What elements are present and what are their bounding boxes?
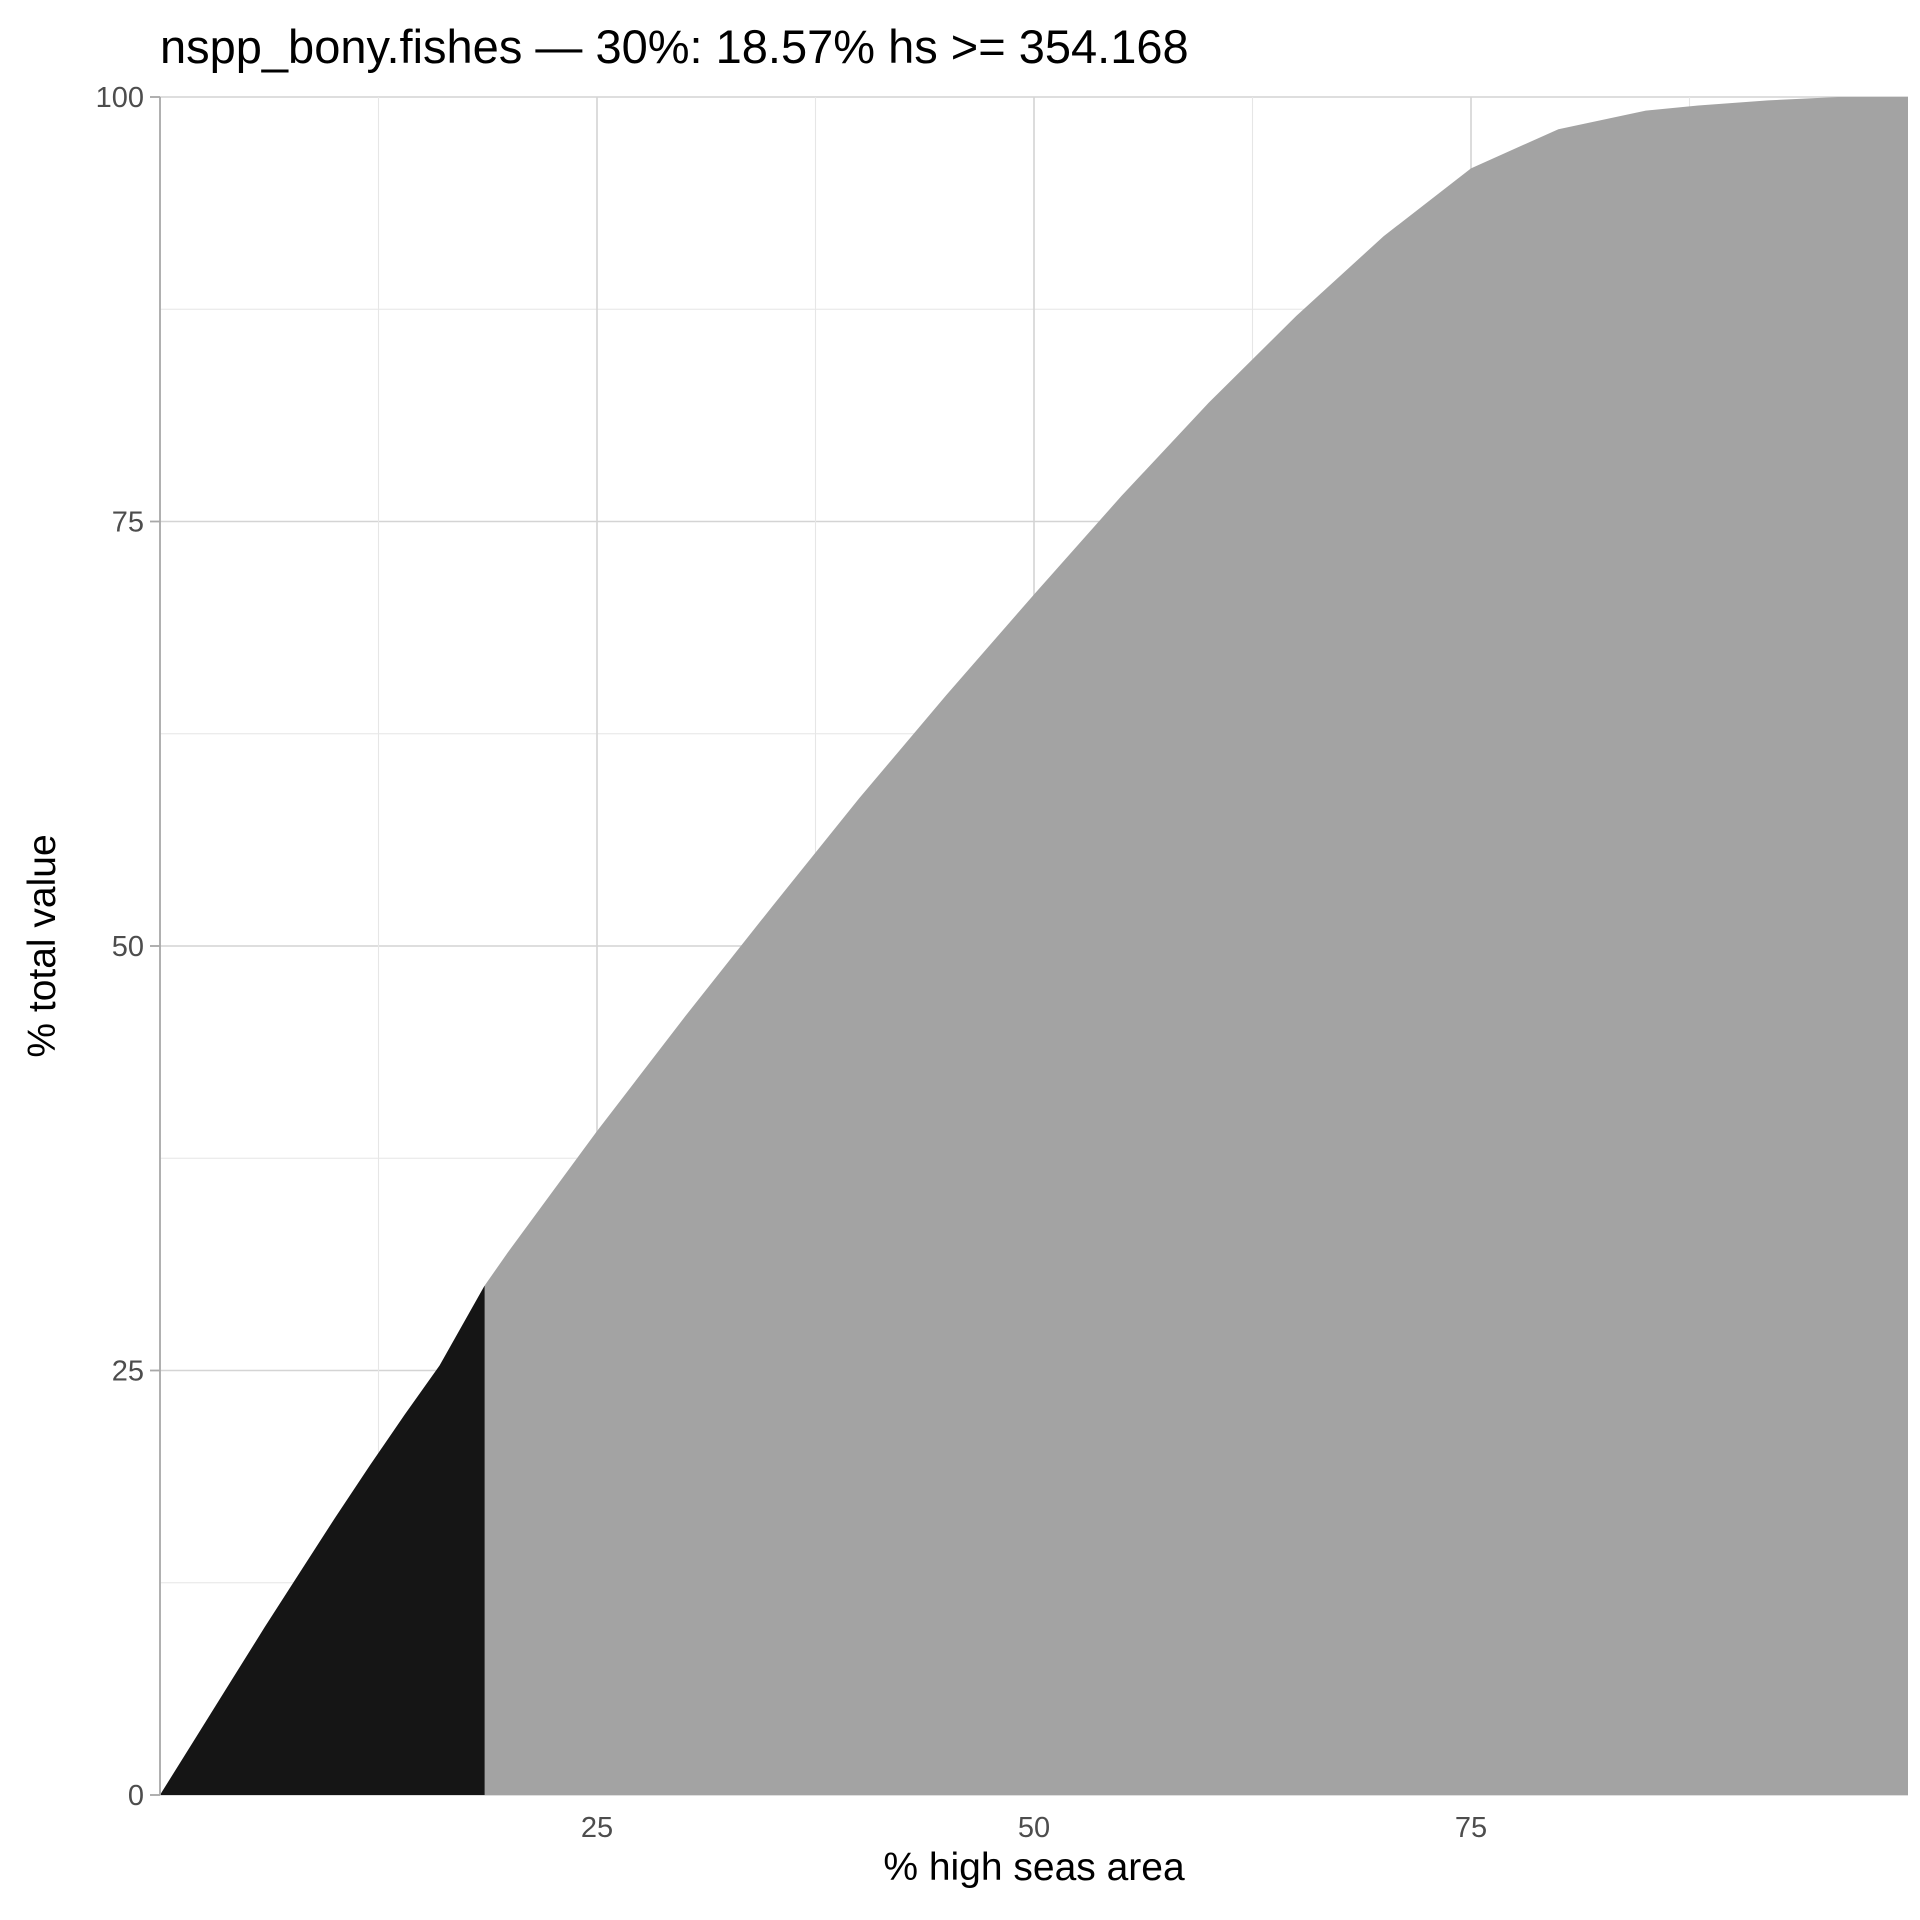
chart-title: nspp_bony.fishes — 30%: 18.57% hs >= 354… (160, 20, 1189, 73)
y-tick-label: 50 (112, 931, 144, 963)
tick-labels: 0 25 50 75 100 25 50 75 (96, 82, 1488, 1844)
area-highlighted (160, 1285, 485, 1795)
y-axis-title: % total value (21, 834, 64, 1057)
y-tick-label: 100 (96, 82, 144, 114)
x-axis-title: % high seas area (883, 1846, 1185, 1889)
x-tick-label: 50 (1018, 1812, 1050, 1844)
y-tick-label: 75 (112, 507, 144, 539)
axes (150, 96, 161, 1796)
y-tick-label: 0 (128, 1780, 144, 1812)
x-tick-label: 75 (1455, 1812, 1487, 1844)
y-tick-label: 25 (112, 1356, 144, 1388)
x-tick-label: 25 (581, 1812, 613, 1844)
area-remaining (160, 97, 1908, 1795)
